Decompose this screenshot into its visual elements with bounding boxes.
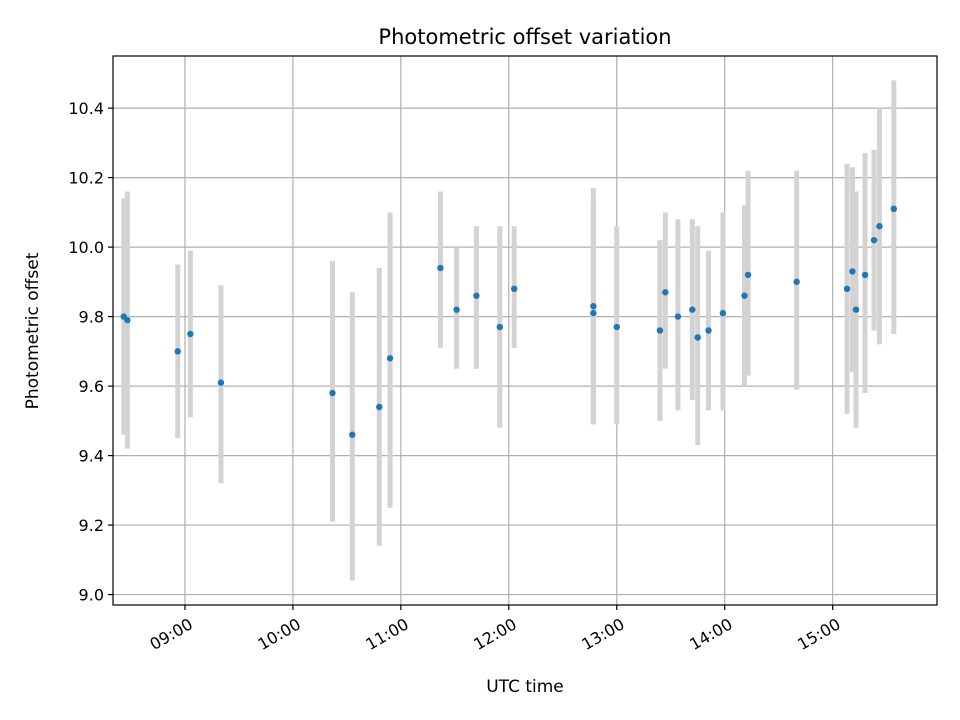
y-tick-label: 9.2 xyxy=(79,516,104,535)
data-point xyxy=(511,285,518,293)
data-point xyxy=(793,278,800,286)
data-point xyxy=(496,323,504,331)
data-point xyxy=(217,379,225,386)
y-tick-label: 9.4 xyxy=(79,447,104,466)
y-tick-label: 9.8 xyxy=(79,308,104,327)
data-point xyxy=(849,268,856,275)
data-point xyxy=(694,334,701,341)
data-point xyxy=(656,327,664,334)
data-point xyxy=(689,306,696,313)
y-tick-label: 9.6 xyxy=(79,377,104,396)
data-point xyxy=(705,327,712,334)
grid-lines xyxy=(113,56,937,605)
data-point xyxy=(613,323,620,331)
data-point xyxy=(852,306,860,313)
data-point xyxy=(349,431,356,438)
y-tick-label: 9.0 xyxy=(79,586,104,605)
data-point xyxy=(590,309,597,317)
data-point xyxy=(741,292,748,299)
data-point xyxy=(590,302,597,310)
data-point xyxy=(744,271,752,279)
data-point xyxy=(386,355,394,362)
data-point xyxy=(861,271,869,279)
y-tick-label: 10.4 xyxy=(68,99,104,118)
data-point xyxy=(437,264,444,272)
data-point xyxy=(453,306,460,313)
data-point xyxy=(329,389,336,397)
chart-title: Photometric offset variation xyxy=(378,25,671,49)
data-point xyxy=(876,223,883,230)
y-axis-label: Photometric offset xyxy=(23,252,43,409)
data-point xyxy=(890,205,898,213)
data-point xyxy=(187,330,194,338)
data-point xyxy=(473,292,480,299)
y-tick-label: 10.0 xyxy=(68,238,104,257)
data-point xyxy=(662,289,669,296)
data-points xyxy=(120,205,898,438)
data-point xyxy=(870,236,878,244)
x-axis-label: UTC time xyxy=(486,677,564,697)
data-point xyxy=(124,316,131,324)
data-point xyxy=(843,285,851,293)
data-point xyxy=(719,309,727,317)
plot-area-frame xyxy=(112,55,938,606)
data-point xyxy=(174,348,181,355)
data-point xyxy=(674,313,682,320)
data-point xyxy=(376,403,383,411)
y-tick-label: 10.2 xyxy=(68,169,104,188)
